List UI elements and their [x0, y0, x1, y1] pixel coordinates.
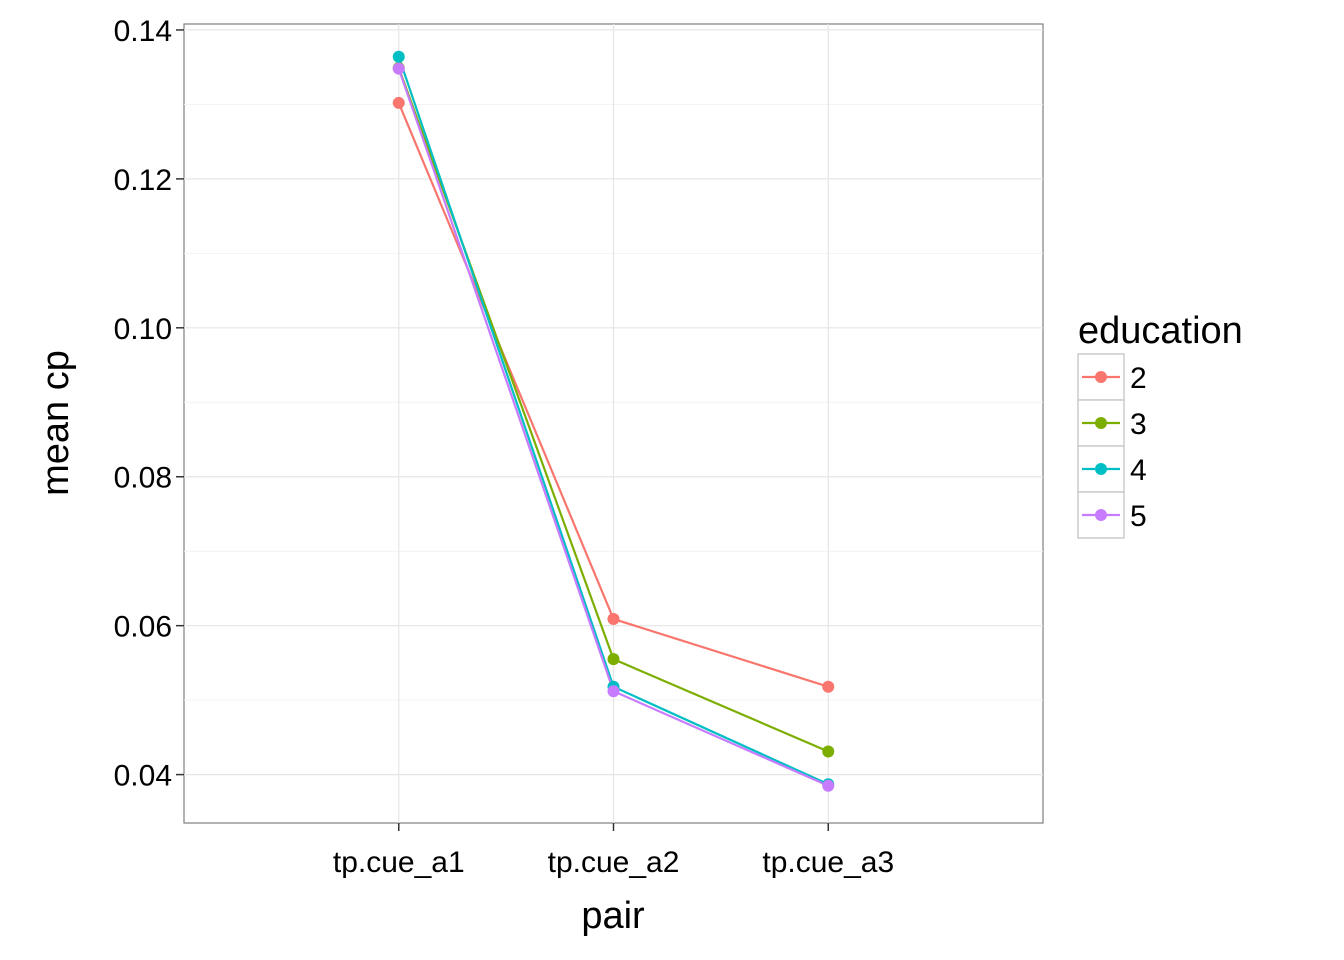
y-tick-label: 0.12 — [114, 164, 172, 197]
legend-label: 4 — [1130, 454, 1147, 487]
legend-key-point — [1095, 417, 1107, 429]
y-tick-label: 0.08 — [114, 462, 172, 495]
data-point-2 — [607, 612, 620, 625]
data-point-5 — [822, 779, 835, 792]
y-axis: 0.04 0.06 0.08 0.10 0.12 0.14 — [114, 15, 184, 793]
legend-label: 2 — [1130, 362, 1147, 395]
data-point-2 — [822, 680, 835, 693]
legend-key-point — [1095, 509, 1107, 521]
data-point-2 — [392, 96, 405, 109]
legend-title: education — [1078, 310, 1243, 352]
x-tick-label: tp.cue_a1 — [333, 846, 465, 879]
data-point-5 — [392, 62, 405, 75]
y-tick-label: 0.06 — [114, 611, 172, 644]
legend: education 2 3 4 5 — [1077, 310, 1243, 539]
legend-label: 5 — [1130, 500, 1147, 533]
y-tick-label: 0.10 — [114, 313, 172, 346]
y-tick-label: 0.14 — [114, 15, 172, 48]
data-point-4 — [392, 50, 405, 63]
legend-key-point — [1095, 463, 1107, 475]
x-axis: tp.cue_a1 tp.cue_a2 tp.cue_a3 — [333, 823, 894, 879]
y-axis-title: mean cp — [35, 350, 77, 496]
x-axis-title: pair — [581, 895, 645, 937]
legend-key-point — [1095, 371, 1107, 383]
y-tick-label: 0.04 — [114, 760, 172, 793]
series-layer — [392, 50, 835, 792]
legend-label: 3 — [1130, 408, 1147, 441]
x-tick-label: tp.cue_a3 — [762, 846, 894, 879]
data-point-3 — [607, 653, 620, 666]
data-point-3 — [822, 745, 835, 758]
data-point-5 — [607, 685, 620, 698]
x-tick-label: tp.cue_a2 — [548, 846, 680, 879]
